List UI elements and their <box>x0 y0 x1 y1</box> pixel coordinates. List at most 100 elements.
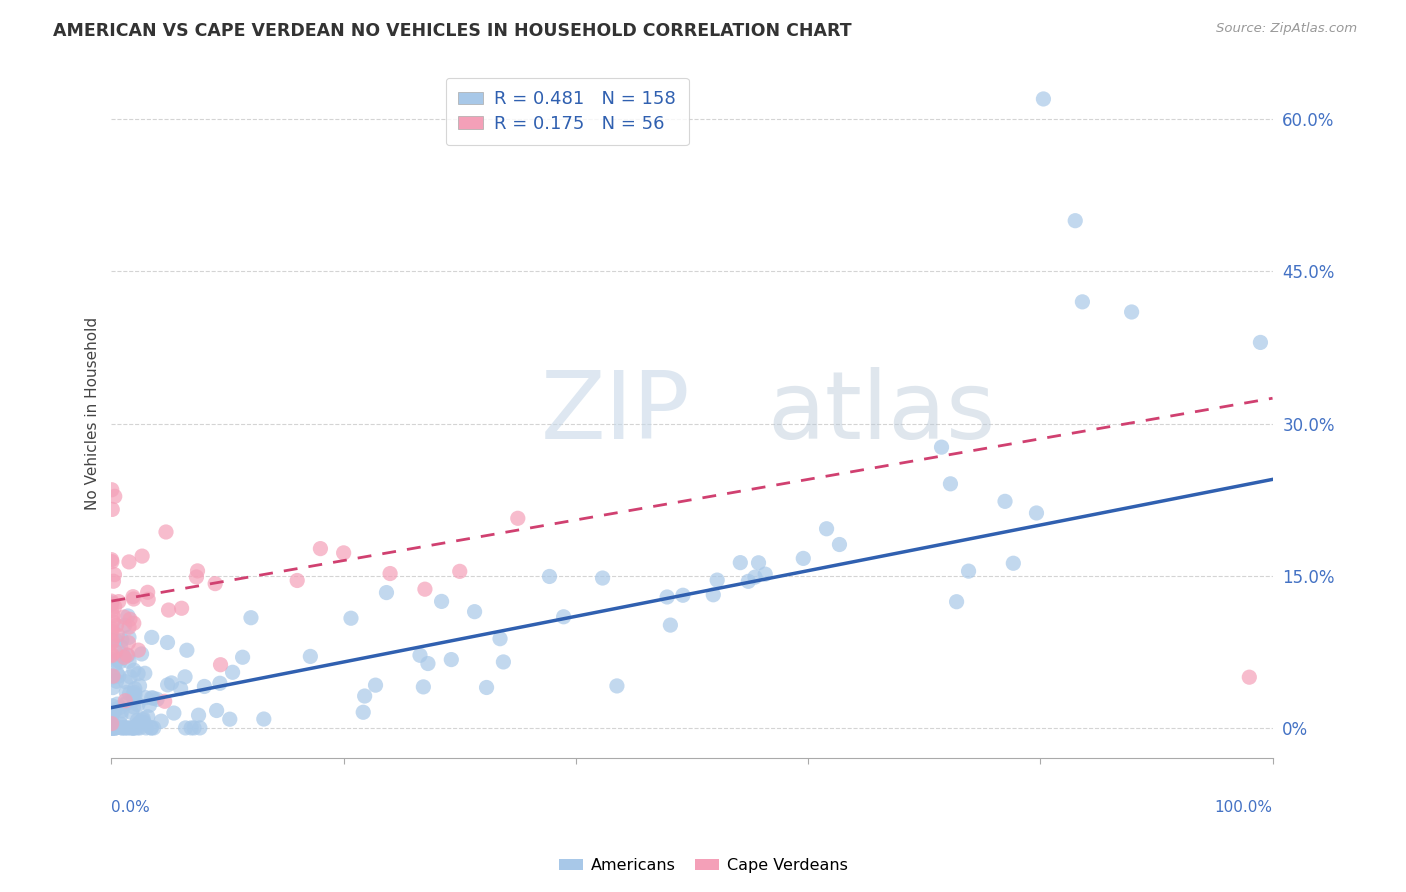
Point <box>117 648 139 663</box>
Point <box>655 590 678 604</box>
Text: 0.0%: 0.0% <box>111 800 150 814</box>
Point <box>122 592 145 607</box>
Text: 100.0%: 100.0% <box>1215 800 1272 814</box>
Point <box>449 565 471 579</box>
Point <box>340 611 363 625</box>
Point <box>101 608 124 623</box>
Point <box>141 721 163 735</box>
Point <box>114 674 136 689</box>
Point <box>122 721 145 735</box>
Point <box>1064 213 1087 227</box>
Point <box>118 631 141 645</box>
Point <box>122 688 145 702</box>
Text: Source: ZipAtlas.com: Source: ZipAtlas.com <box>1216 22 1357 36</box>
Point <box>489 632 512 646</box>
Point <box>156 635 179 649</box>
Point <box>124 721 146 735</box>
Point <box>187 708 209 723</box>
Point <box>136 592 159 607</box>
Point <box>101 721 124 735</box>
Point <box>111 648 134 662</box>
Point <box>828 537 851 551</box>
Point <box>464 605 486 619</box>
Point <box>115 648 138 662</box>
Point <box>931 440 953 454</box>
Point <box>108 700 131 714</box>
Point <box>412 680 434 694</box>
Point <box>120 670 142 684</box>
Point <box>193 680 215 694</box>
Point <box>117 636 139 650</box>
Point <box>128 679 150 693</box>
Point <box>364 678 387 692</box>
Point <box>1032 92 1054 106</box>
Point <box>205 704 228 718</box>
Point <box>747 556 769 570</box>
Point <box>127 721 149 735</box>
Point <box>104 633 127 648</box>
Point <box>163 706 186 720</box>
Point <box>939 476 962 491</box>
Point <box>105 697 128 711</box>
Point <box>135 690 157 705</box>
Point <box>100 552 122 566</box>
Point <box>104 721 127 735</box>
Point <box>737 574 759 589</box>
Point <box>100 721 122 735</box>
Point <box>101 721 124 735</box>
Point <box>101 624 124 639</box>
Point <box>105 618 128 632</box>
Point <box>792 551 814 566</box>
Point <box>101 622 124 636</box>
Point <box>101 648 124 662</box>
Point <box>108 655 131 669</box>
Point <box>309 541 332 556</box>
Point <box>208 676 231 690</box>
Point <box>204 576 226 591</box>
Point <box>232 650 254 665</box>
Point <box>170 601 193 615</box>
Point <box>122 699 145 714</box>
Point <box>375 585 398 599</box>
Point <box>100 594 122 608</box>
Point <box>121 706 143 720</box>
Point <box>659 618 682 632</box>
Point <box>127 713 149 727</box>
Point <box>174 670 197 684</box>
Point <box>131 549 153 563</box>
Point <box>169 681 191 696</box>
Point <box>101 555 124 569</box>
Point <box>100 709 122 723</box>
Legend: R = 0.481   N = 158, R = 0.175   N = 56: R = 0.481 N = 158, R = 0.175 N = 56 <box>446 78 689 145</box>
Point <box>118 687 141 701</box>
Point <box>114 697 136 711</box>
Text: atlas: atlas <box>768 368 995 459</box>
Point <box>100 706 122 720</box>
Point <box>101 721 124 735</box>
Point <box>112 650 135 665</box>
Point <box>141 631 163 645</box>
Point <box>103 703 125 717</box>
Point <box>111 704 134 718</box>
Point <box>105 666 128 681</box>
Point <box>128 721 150 735</box>
Point <box>141 690 163 705</box>
Point <box>176 643 198 657</box>
Point <box>118 654 141 668</box>
Point <box>115 685 138 699</box>
Point <box>100 596 122 610</box>
Point <box>492 655 515 669</box>
Point <box>103 705 125 719</box>
Point <box>118 620 141 634</box>
Point <box>100 604 122 618</box>
Point <box>127 698 149 712</box>
Point <box>440 652 463 666</box>
Point <box>353 689 375 703</box>
Point <box>606 679 628 693</box>
Point <box>132 711 155 725</box>
Point <box>180 721 202 735</box>
Point <box>1249 335 1271 350</box>
Point <box>111 721 134 735</box>
Point <box>475 681 498 695</box>
Point <box>142 691 165 706</box>
